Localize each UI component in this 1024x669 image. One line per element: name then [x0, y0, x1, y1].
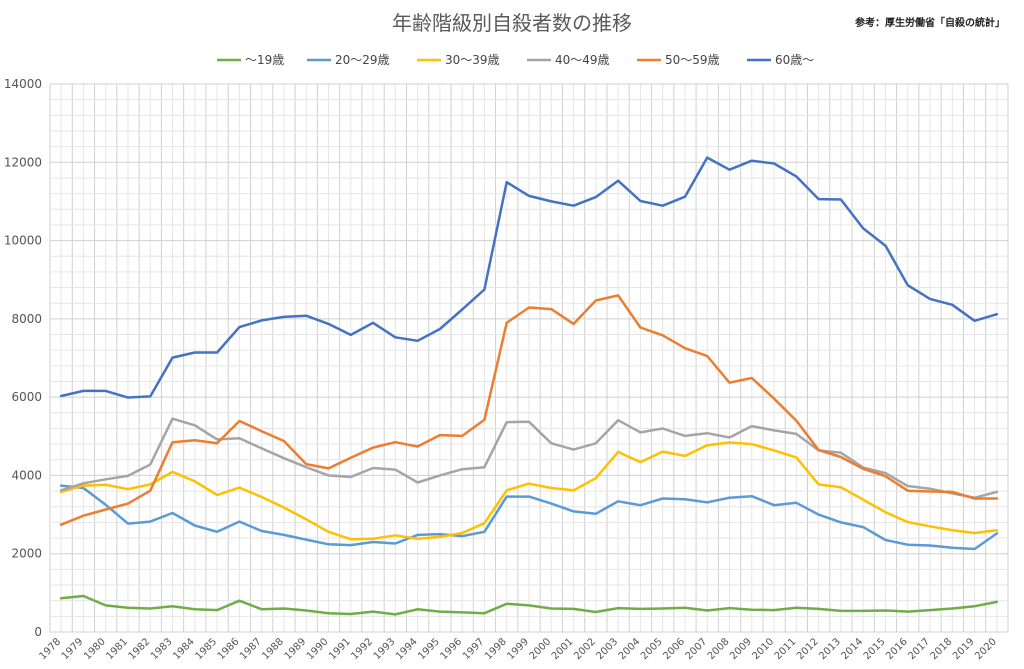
- x-tick-label: 2002: [572, 636, 598, 662]
- x-tick-label: 2017: [906, 636, 932, 662]
- x-axis: 1978197919801981198219831984198519861987…: [37, 636, 998, 662]
- x-tick-label: 2003: [594, 636, 620, 662]
- y-tick-label: 4000: [11, 468, 42, 482]
- x-tick-label: 1984: [171, 636, 197, 662]
- y-tick-label: 2000: [11, 547, 42, 561]
- chart-title: 年齢階級別自殺者数の推移: [392, 11, 632, 35]
- x-tick-label: 1997: [461, 636, 487, 662]
- x-tick-label: 1996: [439, 636, 465, 662]
- legend-label-3: 40～49歳: [555, 53, 610, 67]
- y-tick-label: 12000: [4, 155, 42, 169]
- x-tick-label: 2004: [617, 636, 643, 662]
- x-tick-label: 1983: [149, 636, 175, 662]
- legend: ～19歳 20～29歳 30～39歳 40～49歳 50～59歳 60歳～: [217, 53, 814, 67]
- legend-label-2: 30～39歳: [445, 53, 500, 67]
- series-line-1: [59, 484, 999, 551]
- x-tick-label: 2016: [884, 636, 910, 662]
- x-tick-label: 2006: [661, 636, 687, 662]
- x-tick-label: 1987: [238, 636, 264, 662]
- y-tick-label: 14000: [4, 77, 42, 91]
- x-tick-label: 1995: [416, 636, 442, 662]
- x-tick-label: 2000: [528, 636, 554, 662]
- x-tick-label: 2009: [728, 636, 754, 662]
- x-tick-label: 1988: [260, 636, 286, 662]
- x-tick-label: 1982: [127, 636, 153, 662]
- x-tick-label: 1998: [483, 636, 509, 662]
- x-tick-label: 1999: [505, 636, 531, 662]
- x-tick-label: 1979: [60, 636, 86, 662]
- x-tick-label: 1991: [327, 636, 353, 662]
- y-tick-label: 8000: [11, 312, 42, 326]
- x-tick-label: 1993: [372, 636, 398, 662]
- series-line-0: [59, 594, 999, 616]
- x-tick-label: 1980: [82, 636, 108, 662]
- x-tick-label: 1978: [37, 636, 63, 662]
- x-tick-label: 2013: [817, 636, 843, 662]
- x-tick-label: 1986: [216, 636, 242, 662]
- x-tick-label: 2015: [862, 636, 888, 662]
- chart-grid: [49, 83, 1009, 633]
- y-tick-label: 6000: [11, 390, 42, 404]
- x-tick-label: 1990: [305, 636, 331, 662]
- source-note: 参考：厚生労働省「自殺の統計」: [855, 16, 1005, 29]
- series-line-3: [59, 417, 999, 499]
- series-line-4: [59, 294, 999, 526]
- x-tick-label: 1981: [104, 636, 130, 662]
- x-tick-label: 2011: [773, 636, 799, 662]
- x-tick-label: 2005: [639, 636, 665, 662]
- x-tick-label: 2012: [795, 636, 821, 662]
- x-tick-label: 1985: [193, 636, 219, 662]
- x-tick-label: 2001: [550, 636, 576, 662]
- x-tick-label: 2018: [929, 636, 955, 662]
- x-tick-label: 2019: [951, 636, 977, 662]
- series-line-5: [59, 156, 999, 399]
- y-tick-label: 10000: [4, 234, 42, 248]
- x-tick-label: 2020: [973, 636, 999, 662]
- legend-label-5: 60歳～: [775, 53, 814, 67]
- series-lines: [59, 156, 999, 616]
- series-line-2: [59, 441, 999, 541]
- x-tick-label: 1994: [394, 636, 420, 662]
- x-tick-label: 2010: [750, 636, 776, 662]
- x-tick-label: 2008: [706, 636, 732, 662]
- x-tick-label: 2007: [684, 636, 710, 662]
- legend-label-0: ～19歳: [245, 53, 284, 67]
- legend-label-1: 20～29歳: [335, 53, 390, 67]
- y-axis: 0 2000 4000 6000 8000 10000 12000 14000: [4, 77, 42, 639]
- x-tick-label: 1992: [349, 636, 375, 662]
- legend-label-4: 50～59歳: [665, 53, 720, 67]
- x-tick-label: 1989: [283, 636, 309, 662]
- x-tick-label: 2014: [840, 636, 866, 662]
- y-tick-label: 0: [34, 625, 42, 639]
